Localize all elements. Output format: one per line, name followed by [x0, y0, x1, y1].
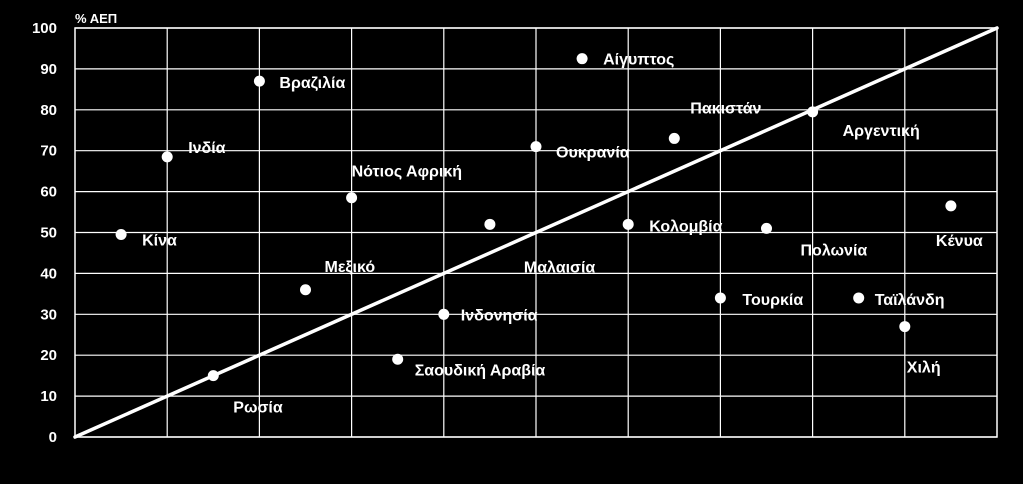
data-point: [207, 370, 219, 382]
point-label: Χιλή: [907, 360, 941, 377]
y-axis-label: % ΑΕΠ: [75, 11, 117, 26]
point-label: Τουρκία: [742, 292, 803, 309]
point-label: Πακιστάν: [690, 100, 761, 117]
point-label: Ρωσία: [233, 400, 283, 417]
point-label: Μεξικό: [325, 259, 376, 276]
data-point: [622, 218, 634, 230]
data-point: [392, 353, 404, 365]
y-tick-label: 100: [32, 20, 57, 37]
data-point: [945, 200, 957, 212]
point-label: Κένυα: [936, 233, 983, 250]
point-label: Πολωνία: [801, 242, 868, 259]
y-tick-label: 10: [40, 388, 57, 405]
y-tick-label: 50: [40, 225, 57, 242]
point-label: Ταϊλάνδη: [875, 292, 945, 309]
grid: [74, 27, 998, 438]
data-point: [853, 292, 865, 304]
y-tick-label: 40: [40, 265, 57, 282]
data-point: [899, 321, 911, 333]
data-point: [161, 151, 173, 163]
y-tick-label: 90: [40, 61, 57, 78]
reference-line-group: [73, 26, 999, 439]
y-tick-label: 0: [49, 429, 57, 446]
y-axis-ticks: 0 10 20 30 40 50 60 70 80 90 100: [32, 20, 57, 446]
data-point: [484, 218, 496, 230]
point-label: Νότιος Αφρική: [352, 164, 462, 181]
point-label: Βραζιλία: [279, 75, 345, 92]
data-point: [253, 75, 265, 87]
point-label: Σαουδική Αραβία: [415, 362, 546, 379]
data-point: [761, 222, 772, 234]
y-tick-label: 30: [40, 306, 57, 323]
point-label: Κολομβία: [649, 218, 722, 235]
y-tick-label: 70: [40, 143, 57, 160]
data-point: [438, 308, 450, 320]
point-label: Ουκρανία: [556, 145, 630, 162]
point-label: Αίγυπτος: [603, 52, 674, 69]
data-point: [576, 53, 588, 65]
point-label: Ινδία: [188, 140, 225, 157]
y-tick-label: 80: [40, 102, 57, 119]
data-point: [807, 106, 819, 118]
point-label: Μαλαισία: [524, 259, 596, 276]
data-point: [668, 132, 680, 144]
y-tick-label: 20: [40, 347, 57, 364]
point-label: Κίνα: [142, 233, 177, 250]
data-point: [530, 141, 542, 153]
data-point: [300, 284, 311, 296]
y-tick-label: 60: [40, 184, 57, 201]
data-point: [714, 292, 726, 304]
points-group: [115, 53, 957, 382]
point-label: Αργεντική: [843, 123, 920, 140]
reference-line: [73, 26, 999, 439]
point-label: Ινδονησία: [461, 307, 538, 324]
point-labels-group: Κίνα Ινδία Ρωσία Βραζιλία Μεξικό Νότιος Αφρικ…: [142, 52, 983, 417]
data-point: [346, 192, 358, 204]
data-point: [115, 229, 127, 241]
